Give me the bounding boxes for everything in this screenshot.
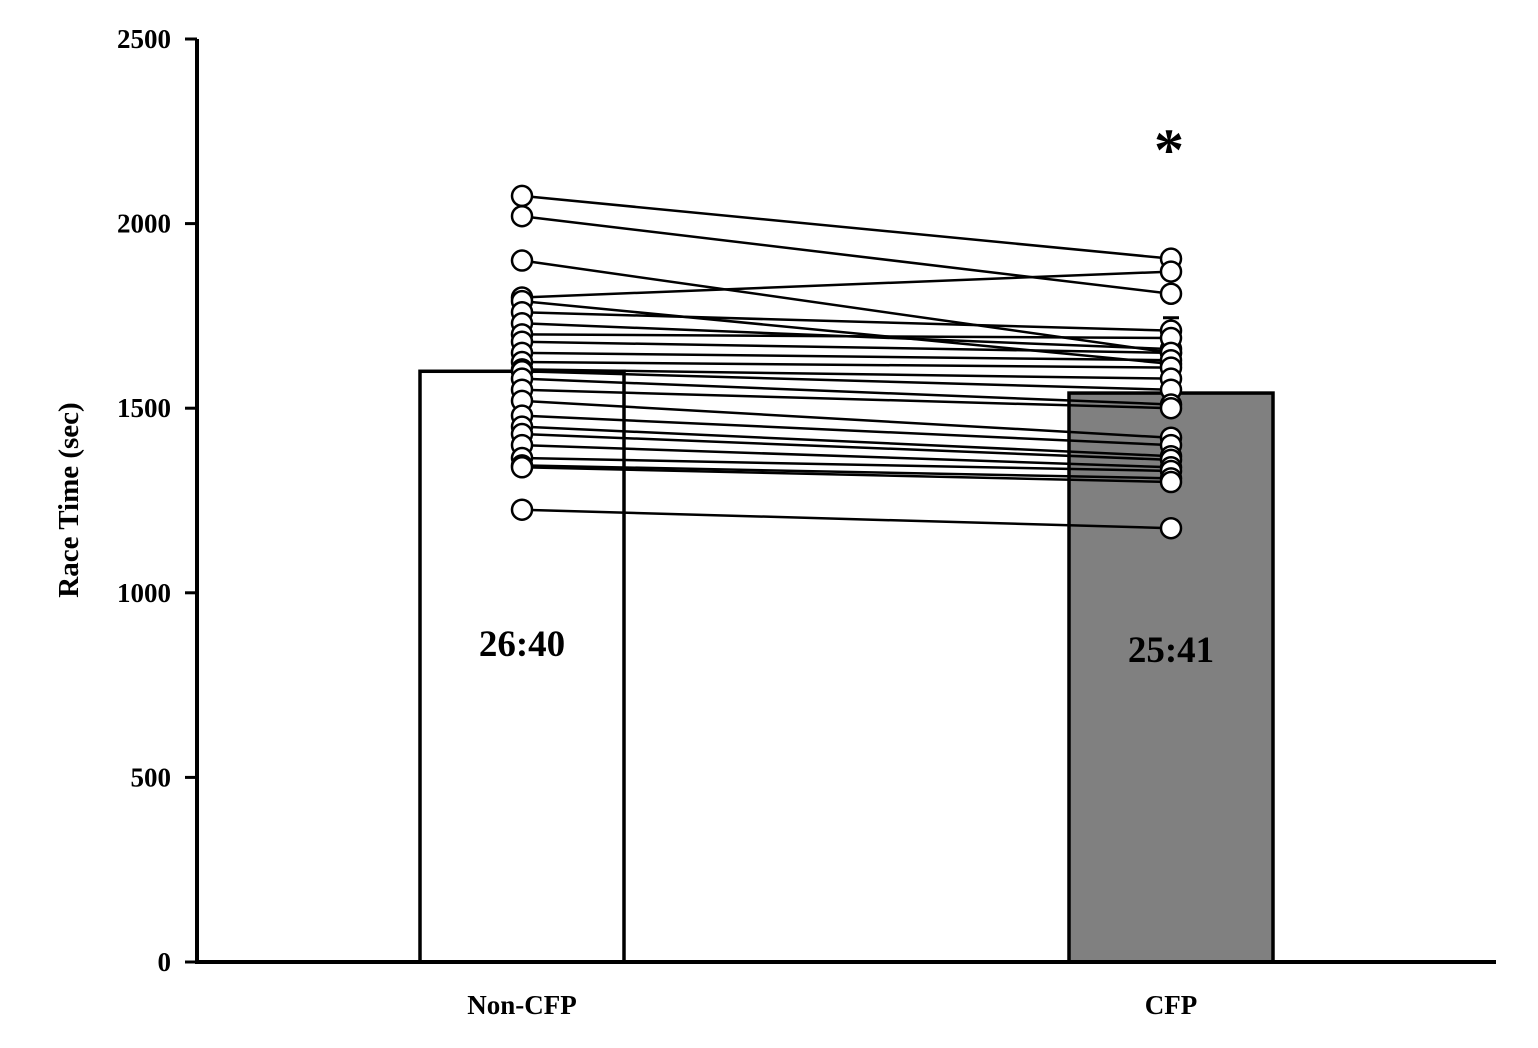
bar-value-label: 25:41	[1128, 630, 1214, 671]
point-non-cfp	[510, 456, 534, 479]
point-cfp	[1159, 470, 1183, 494]
paired-line	[521, 508, 1172, 530]
point-cfp	[1159, 282, 1183, 305]
paired-line	[521, 432, 1172, 462]
y-tick-label: 1000	[117, 578, 171, 608]
paired-line	[521, 351, 1172, 362]
paired-line	[521, 299, 1172, 366]
point-non-cfp	[510, 204, 534, 228]
paired-line	[521, 399, 1172, 439]
bar-value-label: 26:40	[479, 624, 565, 665]
paired-line	[521, 270, 1172, 299]
paired-points-layer	[510, 184, 1183, 540]
paired-line	[521, 360, 1172, 369]
paired-line	[521, 464, 1172, 480]
y-tick-label: 2000	[117, 209, 171, 239]
paired-line	[521, 443, 1172, 469]
y-tick-label: 1500	[117, 393, 171, 423]
y-tick-label: 500	[131, 762, 172, 792]
point-non-cfp	[510, 184, 534, 208]
point-cfp	[1159, 396, 1183, 420]
paired-line	[521, 456, 1172, 473]
paired-line	[521, 388, 1172, 410]
x-category-label: CFP	[1145, 990, 1197, 1020]
paired-line	[521, 414, 1172, 447]
paired-line	[521, 377, 1172, 406]
point-non-cfp	[510, 249, 534, 272]
y-tick-label: 2500	[117, 24, 171, 54]
paired-line	[521, 194, 1172, 260]
y-axis-title: Race Time (sec)	[53, 402, 85, 597]
paired-line	[521, 310, 1172, 332]
axes-layer	[185, 37, 1496, 964]
point-cfp	[1159, 516, 1183, 540]
paired-line	[521, 368, 1172, 380]
paired-line	[521, 466, 1172, 484]
point-non-cfp	[510, 498, 534, 521]
paired-line	[521, 333, 1172, 340]
paired-line	[521, 425, 1172, 458]
x-category-label: Non-CFP	[467, 990, 577, 1020]
paired-line	[521, 214, 1172, 295]
significance-asterisk: *	[1154, 117, 1184, 183]
point-cfp	[1159, 260, 1183, 283]
paired-lines-layer	[521, 194, 1172, 530]
labels-layer: 0 500 1000 1500 2000 2500 Non-CFP CFP 26:40 25:41…	[117, 24, 1214, 1020]
paired-line	[521, 340, 1172, 355]
y-tick-label: 0	[158, 947, 172, 977]
paired-line	[521, 370, 1172, 391]
